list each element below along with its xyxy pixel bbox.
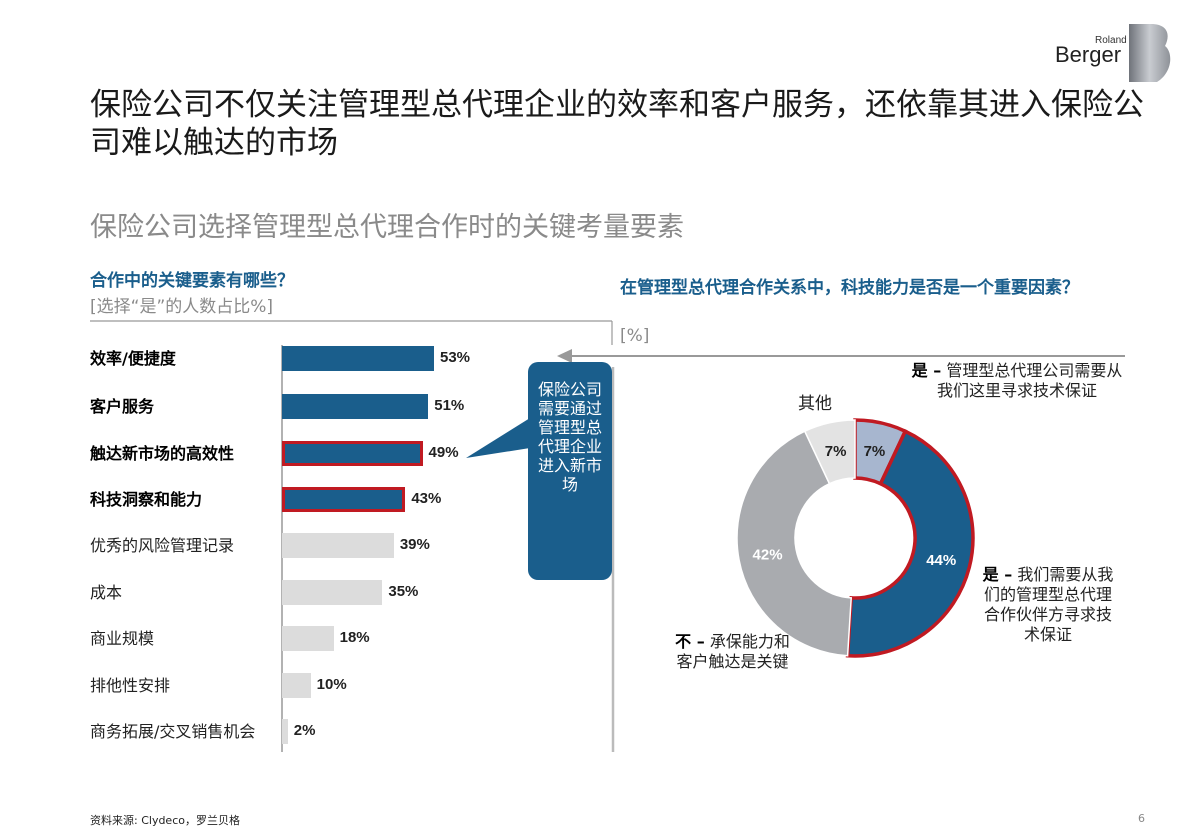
other-label: 其他 [798, 394, 832, 414]
source-note: 资料来源: Clydeco，罗兰贝格 [90, 814, 240, 827]
annotation-no: 不 – 承保能力和客户触达是关键 [670, 632, 795, 672]
bar-value-label: 51% [434, 397, 465, 414]
left-unit: [选择“是”的人数占比%] [90, 297, 274, 317]
page-subtitle: 保险公司选择管理型总代理合作时的关键考量要素 [90, 212, 684, 243]
annotation-no-text: 承保能力和客户触达是关键 [676, 632, 790, 671]
annotation-no-lead: 不 – [675, 632, 705, 651]
bar-category-label: 排他性安排 [90, 676, 171, 695]
bar [282, 487, 406, 512]
left-question: 合作中的关键要素有哪些？ [90, 271, 294, 291]
bar-category-label: 科技洞察和能力 [90, 490, 203, 509]
bar-category-label: 客户服务 [90, 397, 155, 416]
annotation-yes-right: 是 – 我们需要从我们的管理型总代理合作伙伴方寻求技术保证 [978, 565, 1118, 645]
logo-berger-text: Berger [1055, 42, 1122, 67]
right-question: 在管理型总代理合作关系中，科技能力是否是一个重要因素？ [620, 278, 1079, 298]
donut-slice-label: 44% [926, 552, 956, 569]
bar-category-label: 商业规模 [90, 629, 155, 648]
bar-category-label: 优秀的风险管理记录 [90, 536, 235, 555]
donut-slice-label: 7% [864, 443, 886, 460]
bar-value-label: 49% [428, 444, 459, 461]
donut-slice-label: 42% [753, 547, 783, 564]
bar [282, 719, 288, 744]
donut-slice [803, 419, 856, 485]
donut-slice-label: 7% [825, 443, 847, 460]
donut-slice [845, 428, 975, 658]
bar-value-label: 18% [339, 629, 370, 646]
bar [282, 626, 334, 651]
right-unit: [%] [620, 326, 650, 346]
bar-category-label: 成本 [90, 583, 123, 602]
bar [282, 346, 434, 371]
donut-slice [736, 430, 853, 657]
annotation-yes-right-text: 我们需要从我们的管理型总代理合作伙伴方寻求技术保证 [983, 565, 1114, 644]
bar [282, 533, 394, 558]
logo-b-mark [1129, 24, 1171, 82]
bar-value-label: 10% [316, 676, 347, 693]
bar [282, 673, 311, 698]
bar-value-label: 39% [399, 536, 430, 553]
bar [282, 580, 383, 605]
page-number: 6 [1138, 812, 1145, 825]
bar-value-label: 53% [440, 349, 471, 366]
callout-text: 保险公司需要通过管理型总代理企业进入新市场 [537, 380, 602, 494]
annotation-yes-right-lead: 是 – [982, 565, 1013, 584]
page-title: 保险公司不仅关注管理型总代理企业的效率和客户服务，还依靠其进入保险公司难以触达的… [90, 87, 1144, 161]
bar-category-label: 触达新市场的高效性 [90, 444, 235, 463]
bar-category-label: 商务拓展/交叉销售机会 [90, 722, 256, 741]
bar-value-label: 43% [411, 490, 442, 507]
annotation-yes-top-text: 管理型总代理公司需要从我们这里寻求技术保证 [936, 361, 1123, 400]
bar [282, 394, 429, 419]
annotation-yes-top: 是 – 管理型总代理公司需要从我们这里寻求技术保证 [905, 361, 1129, 401]
bar [282, 441, 423, 466]
annotation-yes-top-lead: 是 – [911, 361, 942, 380]
bar-value-label: 2% [293, 722, 316, 739]
bar-category-label: 效率/便捷度 [90, 349, 176, 368]
logo-roland-text: Roland [1095, 35, 1127, 46]
bar-value-label: 35% [388, 583, 419, 600]
